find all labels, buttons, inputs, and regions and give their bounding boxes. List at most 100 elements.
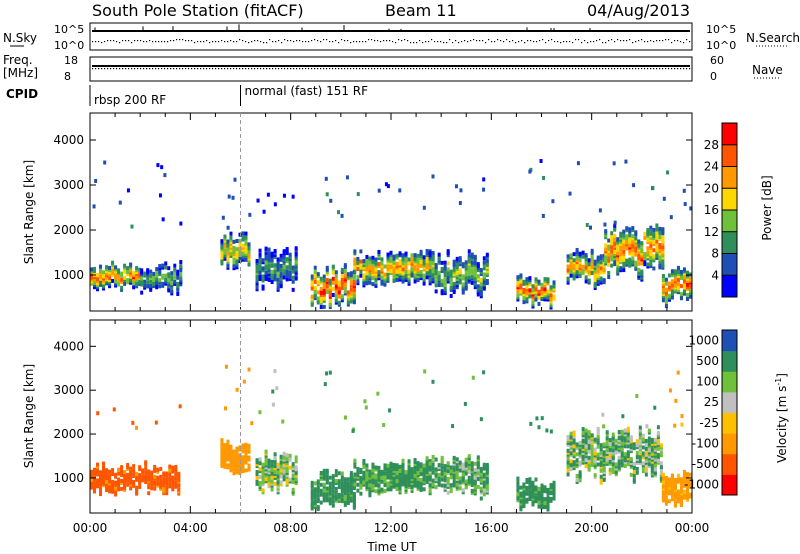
power-echo-cell xyxy=(619,268,623,273)
power-echo-cell xyxy=(322,274,326,279)
power-echo-cell xyxy=(575,249,579,254)
velocity-echo-cell xyxy=(688,482,692,487)
power-echo-cell xyxy=(625,260,629,265)
velocity-echo-cells xyxy=(90,364,692,512)
power-echo-cell xyxy=(226,245,230,250)
power-echo-cell xyxy=(282,271,286,276)
power-echo-cell xyxy=(138,279,142,284)
velocity-echo-cell xyxy=(673,499,677,504)
power-echo-cell xyxy=(170,271,174,276)
nsearch-dot xyxy=(176,39,178,41)
power-echo-cell xyxy=(238,250,242,255)
velocity-echo-cell xyxy=(258,475,262,480)
power-echo-cell xyxy=(247,248,251,253)
nsearch-dot xyxy=(293,41,295,43)
power-echo-cell xyxy=(105,277,109,282)
nsearch-dot xyxy=(485,42,487,44)
power-echo-cell xyxy=(593,261,597,266)
power-echo-cell xyxy=(105,267,109,272)
velocity-echo-cell xyxy=(473,467,477,472)
power-echo-cell xyxy=(599,276,603,281)
velocity-colorbar-swatch xyxy=(722,371,737,393)
velocity-echo-cell xyxy=(319,470,323,475)
velocity-echo-cell xyxy=(371,484,375,489)
power-echo-cell xyxy=(170,291,174,296)
velocity-echo-cell xyxy=(647,462,651,467)
power-echo-cell-sparse xyxy=(377,188,381,193)
power-echo-cell xyxy=(455,256,459,261)
power-echo-cell xyxy=(325,288,329,293)
power-echo-cell-sparse xyxy=(431,174,435,179)
nave-dot xyxy=(593,68,595,70)
power-echo-cell xyxy=(437,270,441,275)
velocity-echo-cell xyxy=(485,484,489,489)
velocity-echo-cell xyxy=(590,451,594,456)
power-echo-cell xyxy=(170,285,174,290)
nave-dot xyxy=(440,68,442,70)
power-echo-cell-sparse xyxy=(598,208,602,213)
velocity-echo-cell xyxy=(584,438,588,443)
nsearch-label: N.Search xyxy=(746,31,800,45)
nsearch-dot xyxy=(683,42,685,44)
power-echo-cell xyxy=(337,290,341,295)
velocity-echo-cell xyxy=(310,500,314,505)
power-echo-cell xyxy=(120,279,124,284)
power-echo-cell xyxy=(655,231,659,236)
power-echo-cell xyxy=(232,264,236,269)
power-echo-cell xyxy=(401,255,405,260)
power-echo-cell xyxy=(673,279,677,284)
velocity-echo-cell-sparse xyxy=(680,422,684,427)
velocity-echo-cell xyxy=(458,460,462,465)
nsearch-dot xyxy=(467,41,469,43)
power-echo-cell xyxy=(664,304,668,309)
power-echo-cell xyxy=(365,254,369,259)
power-echo-cell xyxy=(661,286,665,291)
nsearch-dot xyxy=(191,40,193,42)
power-echo-cell xyxy=(661,273,665,278)
velocity-echo-cell xyxy=(337,485,341,490)
velocity-echo-cell xyxy=(244,442,248,447)
power-echo-cell xyxy=(437,272,441,277)
velocity-echo-cell-sparse xyxy=(135,425,139,430)
velocity-echo-cell-sparse xyxy=(549,429,553,434)
power-echo-cell xyxy=(616,271,620,276)
power-echo-cell xyxy=(322,292,326,297)
nsearch-dot xyxy=(272,41,274,43)
power-echo-cell xyxy=(552,282,556,287)
power-echo-cell xyxy=(337,300,341,305)
nave-dot xyxy=(101,68,103,70)
nsearch-dot xyxy=(407,40,409,42)
velocity-echo-cell xyxy=(540,503,544,508)
power-echo-cell xyxy=(401,279,405,284)
power-echo-cell xyxy=(531,286,535,291)
power-echo-cell xyxy=(155,277,159,282)
power-echo-cell xyxy=(398,269,402,274)
power-echo-cell xyxy=(325,286,329,291)
power-echo-cell xyxy=(652,227,656,232)
power-echo-cell xyxy=(223,250,227,255)
power-echo-cell xyxy=(525,281,529,286)
power-echo-cell xyxy=(346,294,350,299)
power-echo-cell xyxy=(294,260,298,265)
power-echo-cell xyxy=(114,275,118,280)
power-echo-cell xyxy=(282,257,286,262)
power-echo-cell xyxy=(549,293,553,298)
velocity-echo-cell xyxy=(159,478,163,483)
power-echo-cell xyxy=(613,237,617,242)
nave-dot xyxy=(629,68,631,70)
velocity-echo-cell xyxy=(159,474,163,479)
nsearch-dot xyxy=(179,39,181,41)
power-echo-cell xyxy=(676,282,680,287)
power-echo-cell xyxy=(584,267,588,272)
power-echo-cell xyxy=(407,261,411,266)
velocity-echo-cell xyxy=(316,505,320,510)
power-echo-cell xyxy=(279,276,283,281)
velocity-echo-cell xyxy=(419,485,423,490)
velocity-echo-cell xyxy=(353,458,357,463)
power-echo-cell xyxy=(619,237,623,242)
velocity-echo-cell xyxy=(623,452,627,457)
power-echo-cell xyxy=(682,287,686,292)
power-echo-cell-sparse xyxy=(384,182,388,187)
power-echo-cell xyxy=(294,266,298,271)
velocity-echo-cell xyxy=(247,463,251,468)
